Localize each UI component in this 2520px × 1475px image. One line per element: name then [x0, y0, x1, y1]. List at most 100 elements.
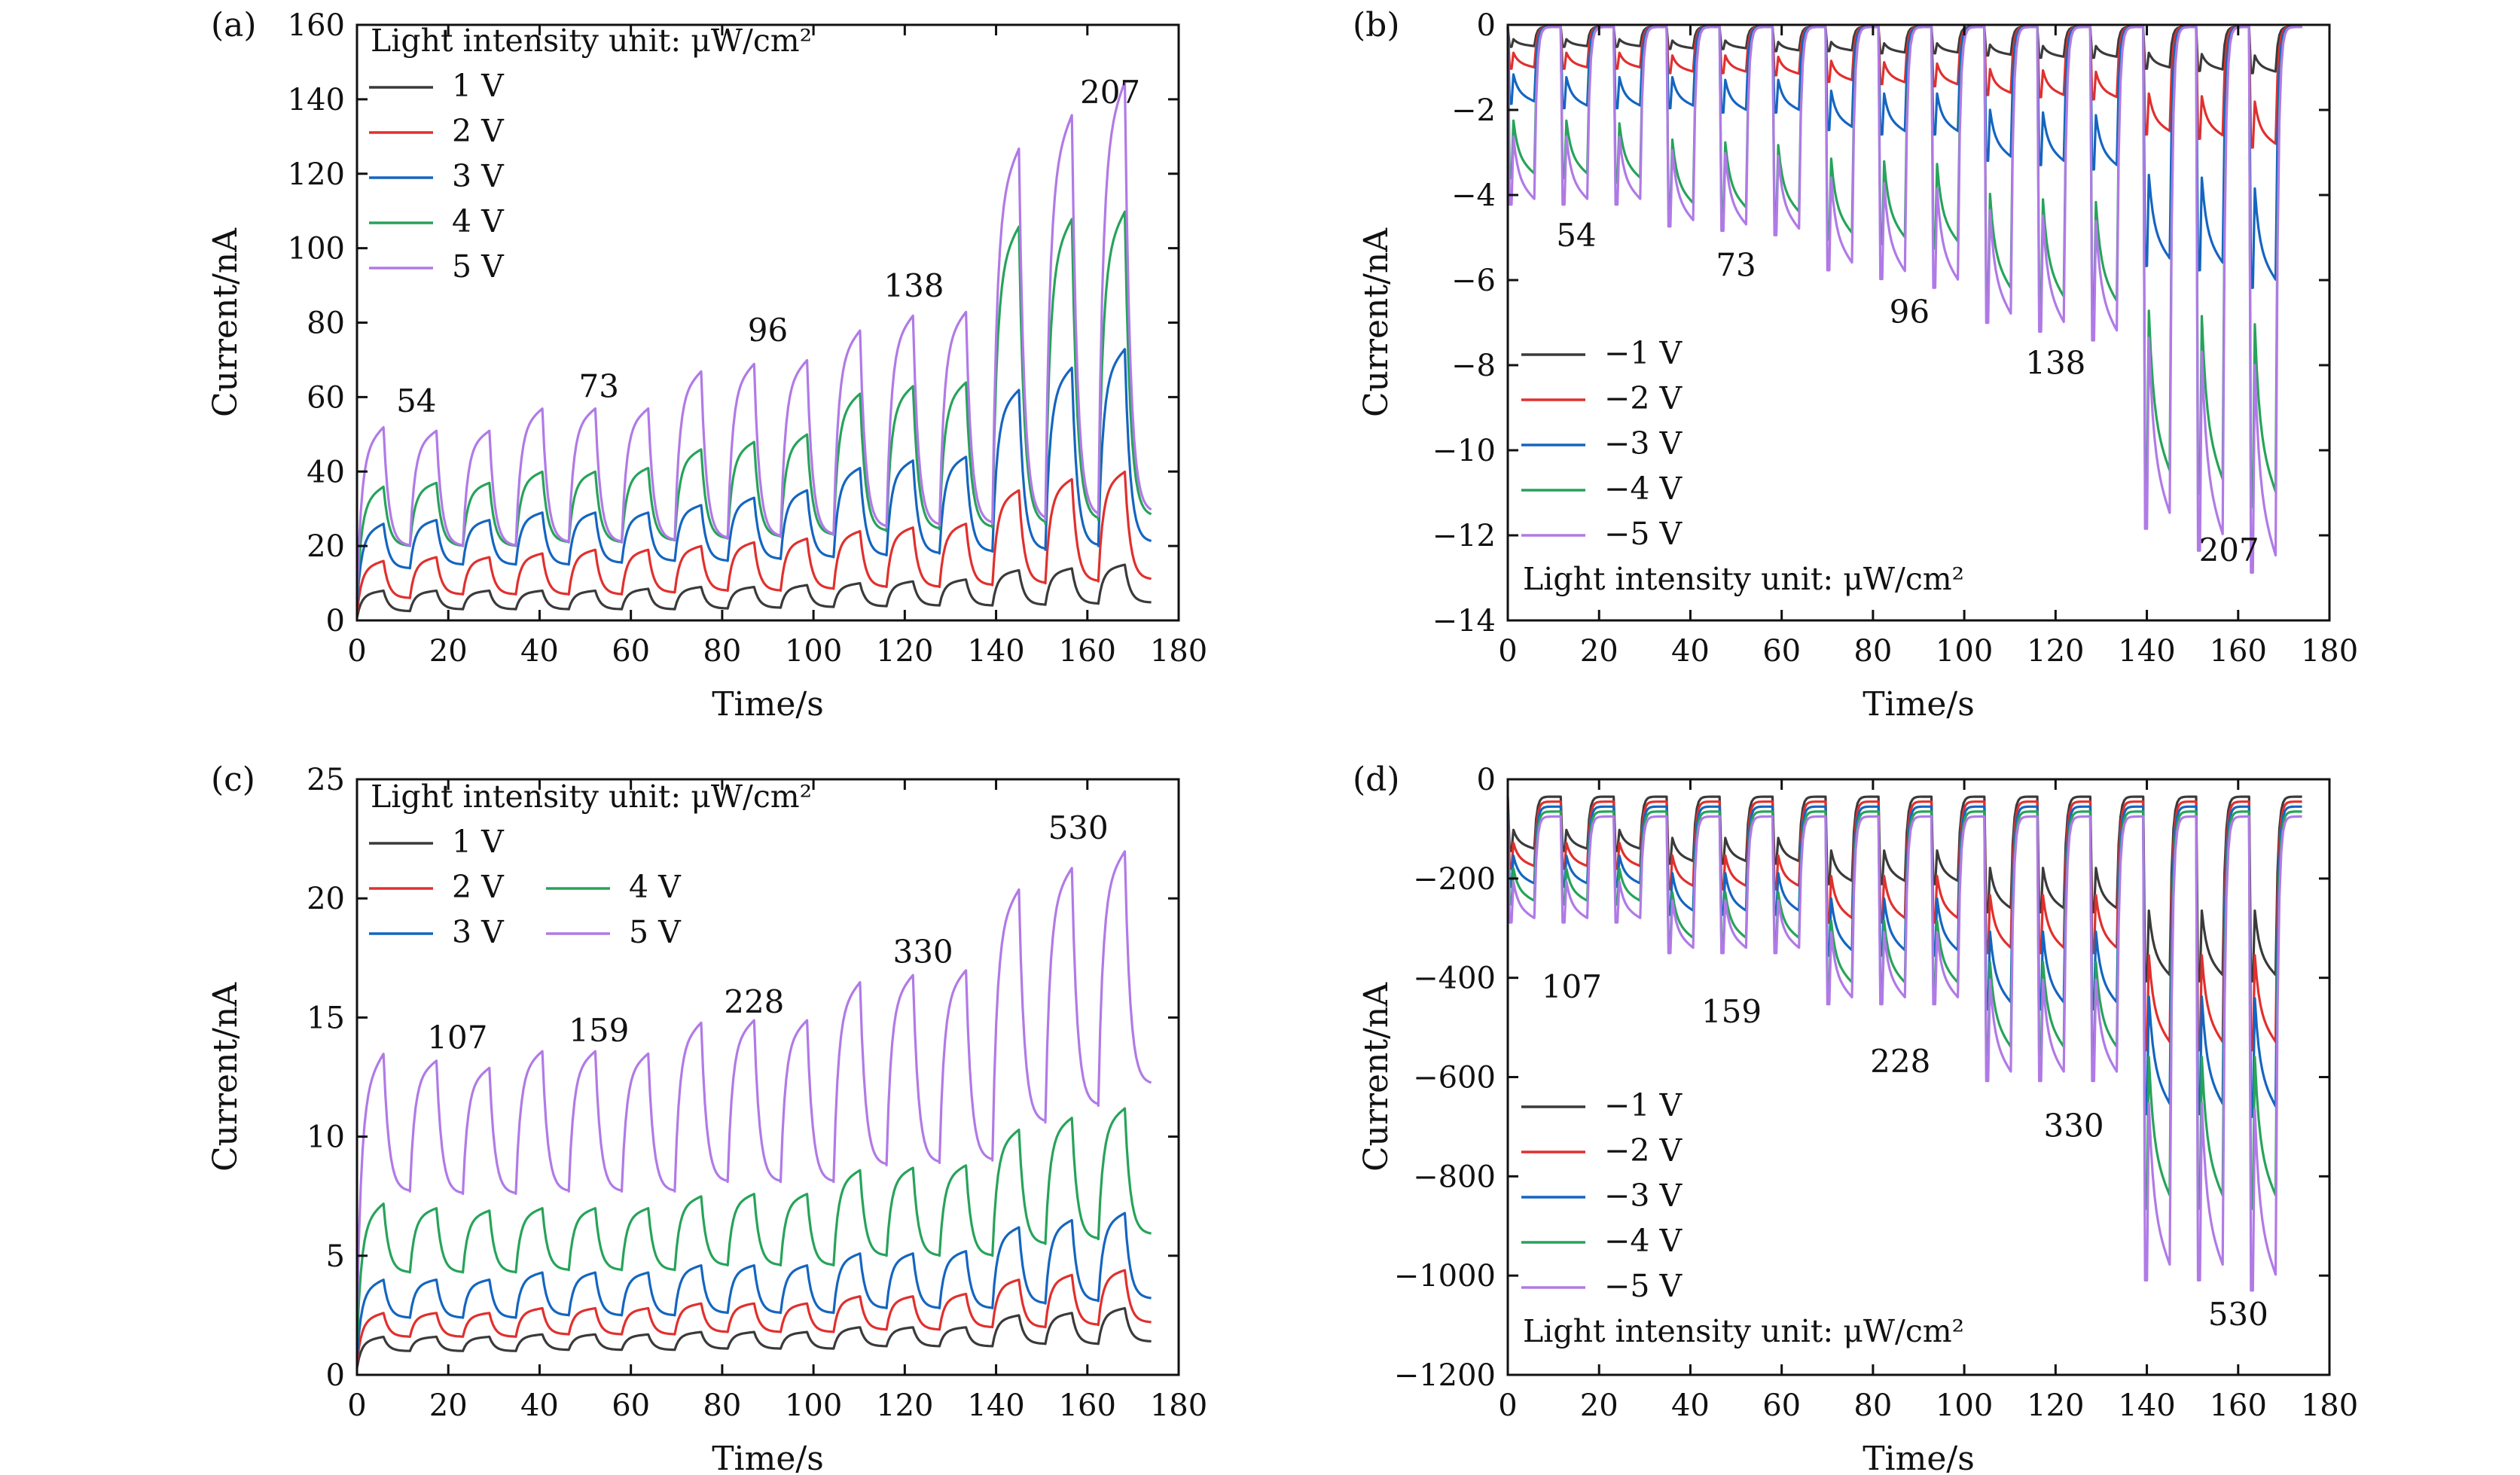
intensity-label: 159 [569, 1012, 629, 1049]
x-tick-label: 140 [967, 634, 1024, 669]
y-tick-label: 0 [326, 1358, 345, 1393]
plot-frame [1506, 23, 2331, 622]
panel-b: (b) 0 20 40 60 80 100 120 140 160 180 −14 −12 −10 −8 −6… [1353, 6, 2358, 724]
intensity-label: 73 [579, 367, 619, 404]
series-line [355, 1306, 1152, 1368]
x-tick-label: 180 [2301, 1388, 2358, 1423]
y-tick-label: 20 [307, 529, 345, 564]
legend-label: 1 V [452, 824, 505, 860]
x-tick-label: 100 [785, 1388, 842, 1423]
panel-d: (d) 0 20 40 60 80 100 120 140 160 180 −1200 −1000 −80… [1353, 760, 2358, 1475]
x-tick-label: 20 [1580, 1388, 1618, 1423]
legend-label: −5 V [1604, 1268, 1683, 1304]
y-axis-label: Current/nA [206, 982, 245, 1172]
y-tick-label: −10 [1432, 434, 1496, 468]
series-line [355, 563, 1152, 618]
intensity-label: 530 [2208, 1296, 2268, 1333]
x-tick-label: 180 [2301, 634, 2358, 669]
intensity-label: 73 [1716, 246, 1756, 283]
legend-label: −1 V [1604, 1087, 1683, 1123]
intensity-label: 207 [1080, 74, 1140, 111]
series-line [355, 1211, 1152, 1358]
legend-label: 4 V [629, 869, 682, 905]
legend-label: −3 V [1604, 425, 1683, 462]
x-tick-label: 120 [876, 1388, 933, 1423]
x-tick-label: 100 [1936, 634, 1993, 669]
intensity-label: 96 [1890, 294, 1930, 331]
panel-a: (a) 0 20 40 60 80 100 120 140 160 180 0 20 40 60 80 100 1… [206, 6, 1207, 724]
x-tick-label: 40 [520, 1388, 559, 1423]
y-tick-label: 160 [288, 8, 345, 43]
x-tick-label: 20 [1580, 634, 1618, 669]
x-tick-label: 40 [520, 634, 559, 669]
intensity-label: 138 [883, 267, 944, 304]
series-line [355, 210, 1152, 599]
y-tick-label: −8 [1451, 349, 1496, 383]
legend-title: Light intensity unit: μW/cm² [371, 779, 812, 815]
y-axis-label: Current/nA [206, 227, 245, 417]
y-tick-label: −200 [1413, 862, 1496, 897]
y-tick-label: 0 [326, 604, 345, 638]
y-tick-label: −400 [1413, 961, 1496, 996]
panel-label: (c) [211, 760, 255, 799]
x-tick-label: 40 [1671, 634, 1710, 669]
y-tick-label: 60 [307, 380, 345, 415]
legend-label: 3 V [452, 914, 505, 950]
x-tick-label: 100 [785, 634, 842, 669]
legend-label: −4 V [1604, 1223, 1683, 1259]
x-tick-label: 60 [612, 634, 650, 669]
y-tick-label: −6 [1451, 264, 1496, 298]
y-tick-label: 15 [307, 1001, 345, 1035]
legend-label: −5 V [1604, 516, 1683, 552]
legend-title: Light intensity unit: μW/cm² [1523, 561, 1964, 597]
intensity-label: 107 [1542, 968, 1602, 1005]
x-tick-label: 0 [347, 1388, 366, 1423]
legend-label: 2 V [452, 113, 505, 149]
intensity-label: 107 [427, 1019, 487, 1056]
x-tick-label: 180 [1150, 1388, 1207, 1423]
x-tick-label: 20 [429, 634, 468, 669]
intensity-label: 159 [1701, 993, 1762, 1030]
series-line [1506, 26, 2302, 149]
intensity-label: 138 [2025, 344, 2085, 381]
legend-label: −2 V [1604, 1132, 1683, 1169]
x-tick-label: 140 [2118, 1388, 2175, 1423]
legend-title: Light intensity unit: μW/cm² [371, 23, 812, 59]
x-tick-label: 160 [2210, 634, 2267, 669]
y-tick-label: 10 [307, 1120, 345, 1155]
series-line [355, 850, 1152, 1320]
legend-label: −3 V [1604, 1178, 1683, 1214]
y-tick-label: 100 [288, 232, 345, 267]
x-tick-label: 140 [967, 1388, 1024, 1423]
x-tick-label: 160 [2210, 1388, 2267, 1423]
x-tick-label: 60 [1762, 634, 1801, 669]
x-tick-label: 160 [1059, 1388, 1116, 1423]
intensity-label: 330 [892, 934, 953, 971]
y-tick-label: 0 [1477, 8, 1496, 43]
legend-label: −1 V [1604, 335, 1683, 371]
y-tick-label: 40 [307, 455, 345, 489]
y-tick-label: −12 [1432, 519, 1496, 553]
series-line [355, 471, 1152, 614]
x-tick-label: 140 [2118, 634, 2175, 669]
x-tick-label: 80 [703, 634, 741, 669]
intensity-label: 54 [396, 382, 436, 419]
intensity-label: 530 [1048, 809, 1109, 846]
x-tick-label: 120 [876, 634, 933, 669]
y-tick-label: 0 [1477, 763, 1496, 797]
y-tick-label: 25 [307, 763, 345, 797]
x-axis-label: Time/s [1863, 685, 1975, 724]
legend-label: 5 V [452, 248, 505, 285]
y-tick-label: −800 [1413, 1160, 1496, 1194]
x-tick-label: 40 [1671, 1388, 1710, 1423]
x-axis-label: Time/s [712, 685, 824, 724]
x-tick-label: 100 [1936, 1388, 1993, 1423]
x-tick-label: 0 [1498, 1388, 1517, 1423]
x-axis-label: Time/s [1863, 1440, 1975, 1475]
intensity-label: 54 [1556, 217, 1596, 254]
x-tick-label: 160 [1059, 634, 1116, 669]
y-axis-label: Current/nA [1357, 982, 1396, 1172]
panel-label: (b) [1353, 6, 1400, 44]
y-tick-label: 140 [288, 83, 345, 117]
